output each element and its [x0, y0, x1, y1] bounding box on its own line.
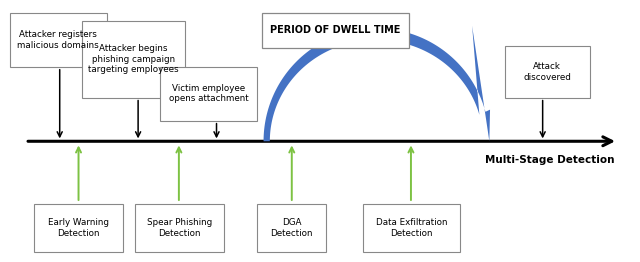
Text: Attack
discovered: Attack discovered [524, 62, 572, 82]
FancyBboxPatch shape [160, 67, 257, 121]
Text: Data Exfiltration
Detection: Data Exfiltration Detection [376, 218, 447, 238]
FancyBboxPatch shape [34, 204, 123, 252]
FancyBboxPatch shape [262, 13, 410, 48]
FancyBboxPatch shape [257, 204, 326, 252]
Text: Early Warning
Detection: Early Warning Detection [48, 218, 109, 238]
Text: Victim employee
opens attachment: Victim employee opens attachment [169, 84, 248, 103]
FancyBboxPatch shape [10, 13, 107, 67]
FancyBboxPatch shape [363, 204, 460, 252]
Text: Spear Phishing
Detection: Spear Phishing Detection [147, 218, 212, 238]
Text: PERIOD OF DWELL TIME: PERIOD OF DWELL TIME [271, 25, 401, 35]
Text: DGA
Detection: DGA Detection [271, 218, 313, 238]
FancyBboxPatch shape [505, 46, 589, 98]
Text: Attacker begins
phishing campaign
targeting employees: Attacker begins phishing campaign target… [88, 44, 179, 74]
Text: Attacker registers
malicious domains: Attacker registers malicious domains [17, 30, 99, 50]
FancyBboxPatch shape [135, 204, 224, 252]
FancyBboxPatch shape [82, 21, 185, 98]
Text: Multi-Stage Detection: Multi-Stage Detection [485, 155, 615, 165]
Polygon shape [264, 26, 490, 141]
